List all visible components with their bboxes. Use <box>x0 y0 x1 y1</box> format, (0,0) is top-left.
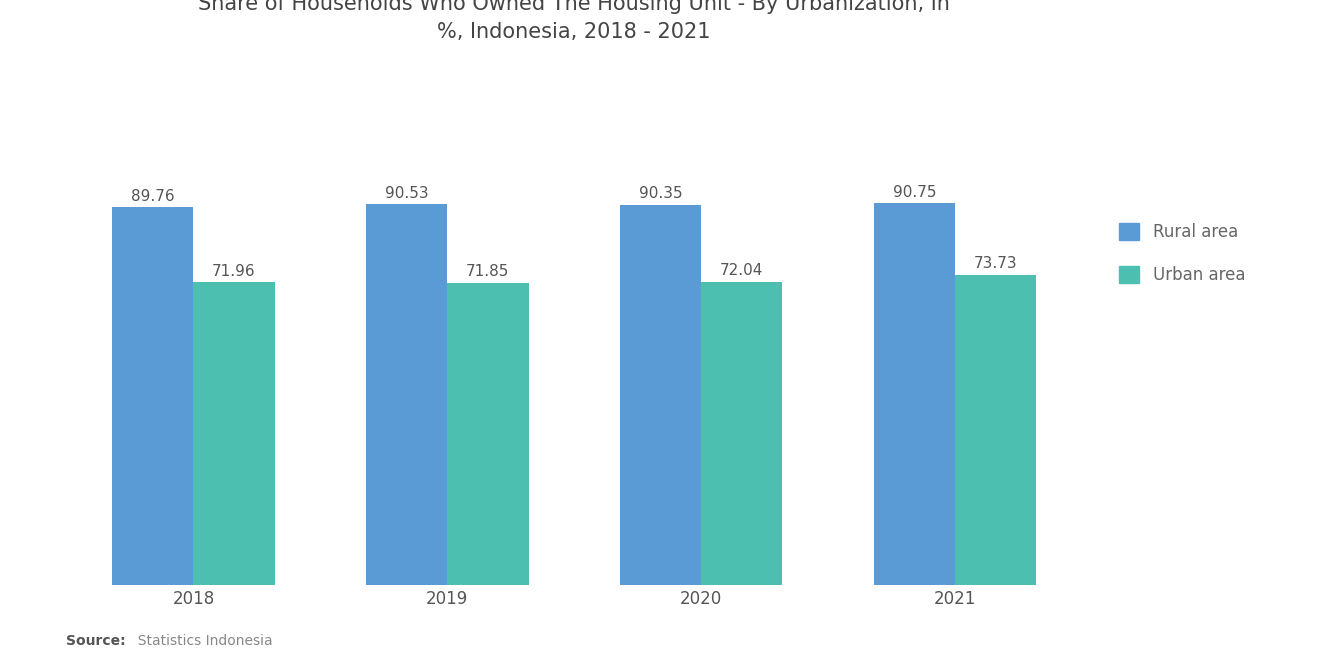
Text: 73.73: 73.73 <box>974 256 1018 271</box>
Text: 71.85: 71.85 <box>466 264 510 279</box>
Title: Share of Households Who Owned The Housing Unit - By Urbanization, In
%, Indonesi: Share of Households Who Owned The Housin… <box>198 0 950 42</box>
Text: 90.53: 90.53 <box>385 186 429 201</box>
Text: Source:: Source: <box>66 634 125 648</box>
Text: 90.75: 90.75 <box>892 185 936 199</box>
Bar <box>620 205 701 585</box>
Text: Statistics Indonesia: Statistics Indonesia <box>129 634 273 648</box>
Bar <box>447 283 528 585</box>
Bar <box>194 282 275 585</box>
Bar <box>954 275 1036 585</box>
Bar <box>112 207 194 585</box>
Bar <box>874 203 954 585</box>
Text: 89.76: 89.76 <box>131 189 174 203</box>
Legend: Rural area, Urban area: Rural area, Urban area <box>1111 215 1254 293</box>
Bar <box>366 204 447 585</box>
Text: 72.04: 72.04 <box>719 263 763 279</box>
Text: 90.35: 90.35 <box>639 186 682 201</box>
Text: 71.96: 71.96 <box>213 264 256 279</box>
Bar <box>701 282 783 585</box>
